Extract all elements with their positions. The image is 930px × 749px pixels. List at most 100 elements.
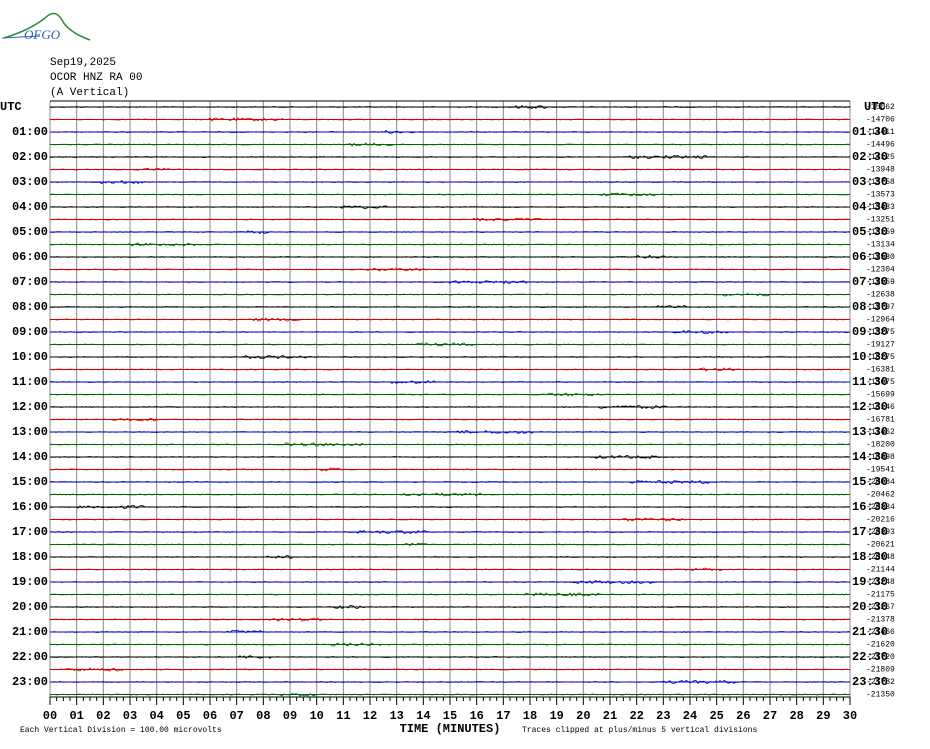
date: Sep19,2025 bbox=[50, 57, 116, 69]
hour-label-left: 04:00 bbox=[12, 200, 48, 214]
minute-label: 08 bbox=[256, 709, 270, 723]
hour-label-left: 01:00 bbox=[12, 125, 48, 139]
logo-line bbox=[1, 35, 41, 39]
trace-offset: -21620 bbox=[866, 641, 895, 650]
trace-offset: -12304 bbox=[866, 266, 895, 275]
minute-label: 00 bbox=[43, 709, 57, 723]
trace bbox=[49, 504, 851, 510]
trace-offset: -16146 bbox=[866, 403, 895, 412]
trace bbox=[49, 692, 851, 697]
trace-offset: -20393 bbox=[866, 528, 895, 537]
trace bbox=[49, 667, 851, 672]
trace-offset: -14706 bbox=[866, 116, 895, 125]
logo-curve bbox=[3, 12, 91, 41]
hour-label-right: 22:30 bbox=[852, 650, 888, 664]
trace bbox=[49, 142, 851, 147]
minute-label: 10 bbox=[309, 709, 323, 723]
trace-offset: -12638 bbox=[866, 291, 895, 300]
trace bbox=[49, 655, 851, 659]
minute-label: 13 bbox=[389, 709, 403, 723]
hour-label-right: 23:30 bbox=[852, 675, 888, 689]
trace bbox=[49, 517, 851, 522]
trace bbox=[49, 530, 851, 535]
trace bbox=[49, 617, 851, 622]
trace-offset: -14496 bbox=[866, 141, 895, 150]
trace-offset: -19541 bbox=[866, 466, 895, 475]
hour-label-right: 15:30 bbox=[852, 475, 888, 489]
trace-offset: -21809 bbox=[866, 666, 895, 675]
minute-label: 21 bbox=[603, 709, 617, 723]
minute-label: 18 bbox=[523, 709, 537, 723]
trace bbox=[49, 267, 851, 272]
trace bbox=[49, 567, 851, 572]
hour-label-left: 20:00 bbox=[12, 600, 48, 614]
trace bbox=[49, 592, 851, 597]
trace-offset: -13251 bbox=[866, 216, 895, 225]
trace bbox=[49, 429, 851, 434]
hour-label-right: 02:30 bbox=[852, 150, 888, 164]
trace-offset: -13275 bbox=[866, 328, 895, 337]
trace-offset: -21782 bbox=[866, 678, 895, 687]
minute-label: 07 bbox=[229, 709, 243, 723]
utc-right: UTC bbox=[864, 100, 886, 114]
minute-label: 02 bbox=[96, 709, 110, 723]
trace bbox=[49, 217, 851, 222]
hour-label-right: 10:30 bbox=[852, 350, 888, 364]
trace-offset: -18200 bbox=[866, 441, 895, 450]
minute-label: 03 bbox=[123, 709, 137, 723]
minute-label: 29 bbox=[816, 709, 830, 723]
hour-label-left: 17:00 bbox=[12, 525, 48, 539]
hour-label-right: 01:30 bbox=[852, 125, 888, 139]
minute-label: 05 bbox=[176, 709, 190, 723]
minute-label: 28 bbox=[789, 709, 803, 723]
trace bbox=[49, 580, 851, 585]
minute-label: 25 bbox=[709, 709, 723, 723]
trace bbox=[49, 679, 851, 685]
hour-label-left: 13:00 bbox=[12, 425, 48, 439]
minute-label: 20 bbox=[576, 709, 590, 723]
trace-offset: -18275 bbox=[866, 353, 895, 362]
trace-offset: -21466 bbox=[866, 628, 895, 637]
trace bbox=[49, 104, 851, 109]
trace bbox=[49, 117, 851, 122]
trace-offset: -13573 bbox=[866, 191, 895, 200]
trace bbox=[49, 254, 851, 259]
trace bbox=[49, 317, 851, 322]
trace bbox=[49, 379, 851, 384]
hour-label-right: 21:30 bbox=[852, 625, 888, 639]
trace-offset: -12559 bbox=[866, 278, 895, 287]
trace bbox=[49, 605, 851, 610]
trace bbox=[49, 555, 851, 560]
trace-offset: -20216 bbox=[866, 516, 895, 525]
trace-offset: -16381 bbox=[866, 366, 895, 375]
minute-label: 04 bbox=[149, 709, 163, 723]
minute-label: 11 bbox=[336, 709, 350, 723]
trace bbox=[50, 467, 851, 472]
trace bbox=[49, 329, 851, 335]
trace bbox=[50, 417, 851, 422]
trace-offset: -20948 bbox=[866, 553, 895, 562]
trace-offset: -20334 bbox=[866, 503, 895, 512]
trace bbox=[49, 242, 851, 247]
minute-label: 16 bbox=[469, 709, 483, 723]
hour-label-left: 02:00 bbox=[12, 150, 48, 164]
logo-text: OFGO bbox=[24, 27, 61, 42]
hour-label-right: 20:30 bbox=[852, 600, 888, 614]
trace bbox=[49, 230, 851, 235]
trace bbox=[50, 542, 851, 547]
hour-label-left: 03:00 bbox=[12, 175, 48, 189]
minute-label: 09 bbox=[283, 709, 297, 723]
hour-label-left: 09:00 bbox=[12, 325, 48, 339]
scale-note: Each Vertical Division = 100.00 microvol… bbox=[20, 726, 222, 735]
trace bbox=[49, 280, 851, 285]
hour-label-right: 09:30 bbox=[852, 325, 888, 339]
hour-label-right: 18:30 bbox=[852, 550, 888, 564]
trace bbox=[49, 179, 851, 185]
minute-label: 14 bbox=[416, 709, 430, 723]
hour-label-left: 11:00 bbox=[12, 375, 48, 389]
trace-offset: -14411 bbox=[866, 128, 895, 137]
hour-label-left: 22:00 bbox=[12, 650, 48, 664]
trace-offset: -21378 bbox=[866, 616, 895, 625]
trace-offset: -15699 bbox=[866, 391, 895, 400]
hour-label-right: 14:30 bbox=[852, 450, 888, 464]
